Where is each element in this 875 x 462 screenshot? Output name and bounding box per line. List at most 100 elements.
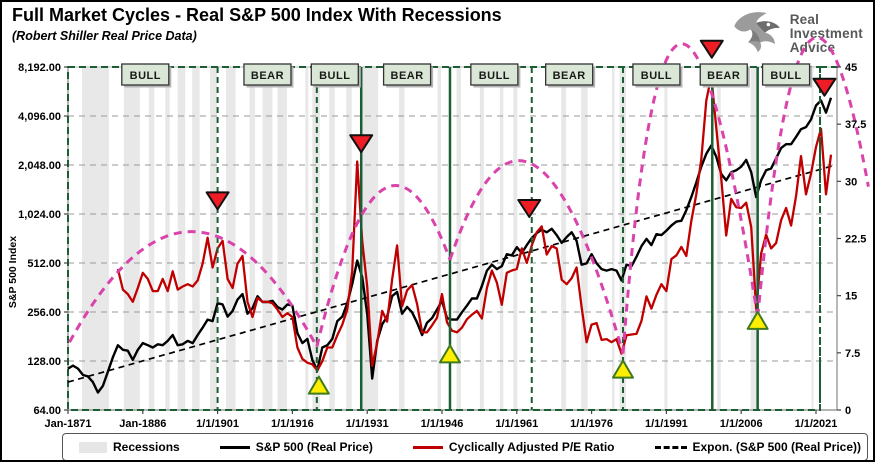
y-left-tick-label: 256.00 (27, 307, 61, 319)
trough-marker (307, 375, 330, 395)
x-tick-label: 1/1/2021 (795, 418, 838, 430)
x-tick-label: 1/1/1946 (421, 418, 464, 430)
y-left-tick-label: 8,192.00 (18, 62, 61, 74)
phase-box-label: BEAR (391, 70, 424, 82)
recession-band (399, 67, 405, 410)
logo-line-2: Investment (789, 25, 863, 41)
recession-band (148, 67, 155, 410)
cycle-arc (68, 230, 319, 348)
recession-band (305, 67, 309, 410)
trough-marker (612, 359, 635, 379)
phase-box-label: BEAR (707, 70, 740, 82)
phase-box (121, 63, 170, 86)
phase-box (699, 63, 748, 86)
x-tick-label: 1/1/1991 (645, 418, 688, 430)
recession-band (456, 67, 461, 410)
expon-line-swatch (654, 445, 687, 449)
real-investment-advice-logo: Real Investment Advice (731, 8, 863, 59)
legend-label: Expon. (S&P 500 (Real Price)) (692, 440, 862, 454)
recession-band (329, 67, 335, 410)
legend-item-recessions: Recessions (79, 440, 180, 454)
y-right-tick-label: 7.5 (845, 348, 860, 360)
recession-band (192, 67, 200, 410)
y-left-tick-label: 128.00 (27, 356, 61, 368)
cycle-arc (448, 159, 625, 355)
recession-band (360, 67, 379, 410)
recession-band (277, 67, 287, 410)
y-axis-title: S&P 500 Index (7, 236, 19, 308)
y-left-tick-label: 64.00 (33, 405, 61, 417)
y-right-tick-label: 30 (845, 176, 857, 188)
recession-band (479, 67, 484, 410)
cycle-arc (315, 184, 452, 348)
x-tick-label: 1/1/1916 (271, 418, 314, 430)
trend-line (67, 164, 837, 383)
y-right-tick-label: 15 (845, 291, 857, 303)
phase-box (310, 63, 359, 86)
y-right-tick-label: 45 (845, 62, 857, 74)
peak-marker (517, 199, 542, 219)
cycle-frame (67, 66, 821, 411)
recession-band (717, 67, 721, 410)
legend-item-cape: Cyclically Adjusted P/E Ratio (412, 440, 615, 454)
recession-band (81, 67, 109, 410)
recession-band (437, 67, 442, 410)
x-tick-label: Jan-1886 (119, 418, 166, 430)
legend-label: Recessions (113, 440, 180, 454)
recession-band (123, 67, 140, 410)
recession-band (177, 67, 186, 410)
phase-box-label: BULL (641, 70, 672, 82)
cape-line-swatch (412, 445, 443, 449)
phase-box (382, 63, 432, 86)
phase-box (632, 63, 681, 86)
recession-band (811, 67, 814, 410)
recession-band (581, 67, 588, 410)
legend-item-expon: Expon. (S&P 500 (Real Price)) (654, 440, 862, 454)
y-left-tick-label: 2,048.00 (18, 160, 61, 172)
recession-band (210, 67, 218, 410)
recession-band (249, 67, 255, 410)
chart-subtitle: (Robert Shiller Real Price Data) (12, 29, 197, 43)
y-right-tick-label: 0 (845, 405, 851, 417)
phase-box-label: BEAR (553, 70, 586, 82)
logo-text: Real Investment Advice (789, 11, 863, 55)
y-right-tick-label: 22.5 (845, 234, 866, 246)
recession-band (664, 67, 668, 410)
x-tick-label: 1/1/1901 (196, 418, 239, 430)
phase-box (761, 63, 811, 86)
legend-item-sp500: S&P 500 (Real Price) (219, 440, 373, 454)
chart-title: Full Market Cycles - Real S&P 500 Index … (12, 5, 502, 25)
legend-label: Cyclically Adjusted P/E Ratio (448, 440, 615, 454)
phase-box-label: BULL (479, 70, 510, 82)
logo-line-1: Real (789, 11, 820, 27)
recession-band (612, 67, 615, 410)
y-left-tick-label: 1,024.00 (18, 209, 61, 221)
recession-band (165, 67, 170, 410)
x-tick-label: Jan-1871 (44, 418, 91, 430)
x-tick-label: 1/1/1976 (570, 418, 613, 430)
cape-line (116, 74, 833, 372)
y-left-tick-label: 4,096.00 (18, 111, 61, 123)
x-tick-label: 1/1/2006 (720, 418, 763, 430)
recession-band (499, 67, 504, 410)
eagle-icon (731, 8, 783, 59)
cycle-arc (621, 42, 760, 354)
recession-band (262, 67, 273, 410)
phase-box (470, 63, 519, 86)
x-tick-label: 1/1/1961 (495, 418, 538, 430)
phase-box-label: BULL (319, 70, 350, 82)
trough-marker (438, 344, 461, 364)
phase-box-label: BULL (130, 70, 161, 82)
peak-marker (349, 134, 374, 154)
logo-line-3: Advice (789, 39, 836, 55)
y-right-tick-label: 37.5 (845, 119, 866, 131)
peak-marker (812, 77, 837, 97)
y-left-tick-label: 512.00 (27, 258, 61, 270)
recession-band (750, 67, 759, 410)
recession-band (513, 67, 518, 410)
recession-swatch (79, 441, 107, 453)
peak-marker (205, 191, 230, 211)
x-tick-label: 1/1/1931 (346, 418, 389, 430)
peak-marker (699, 39, 724, 59)
